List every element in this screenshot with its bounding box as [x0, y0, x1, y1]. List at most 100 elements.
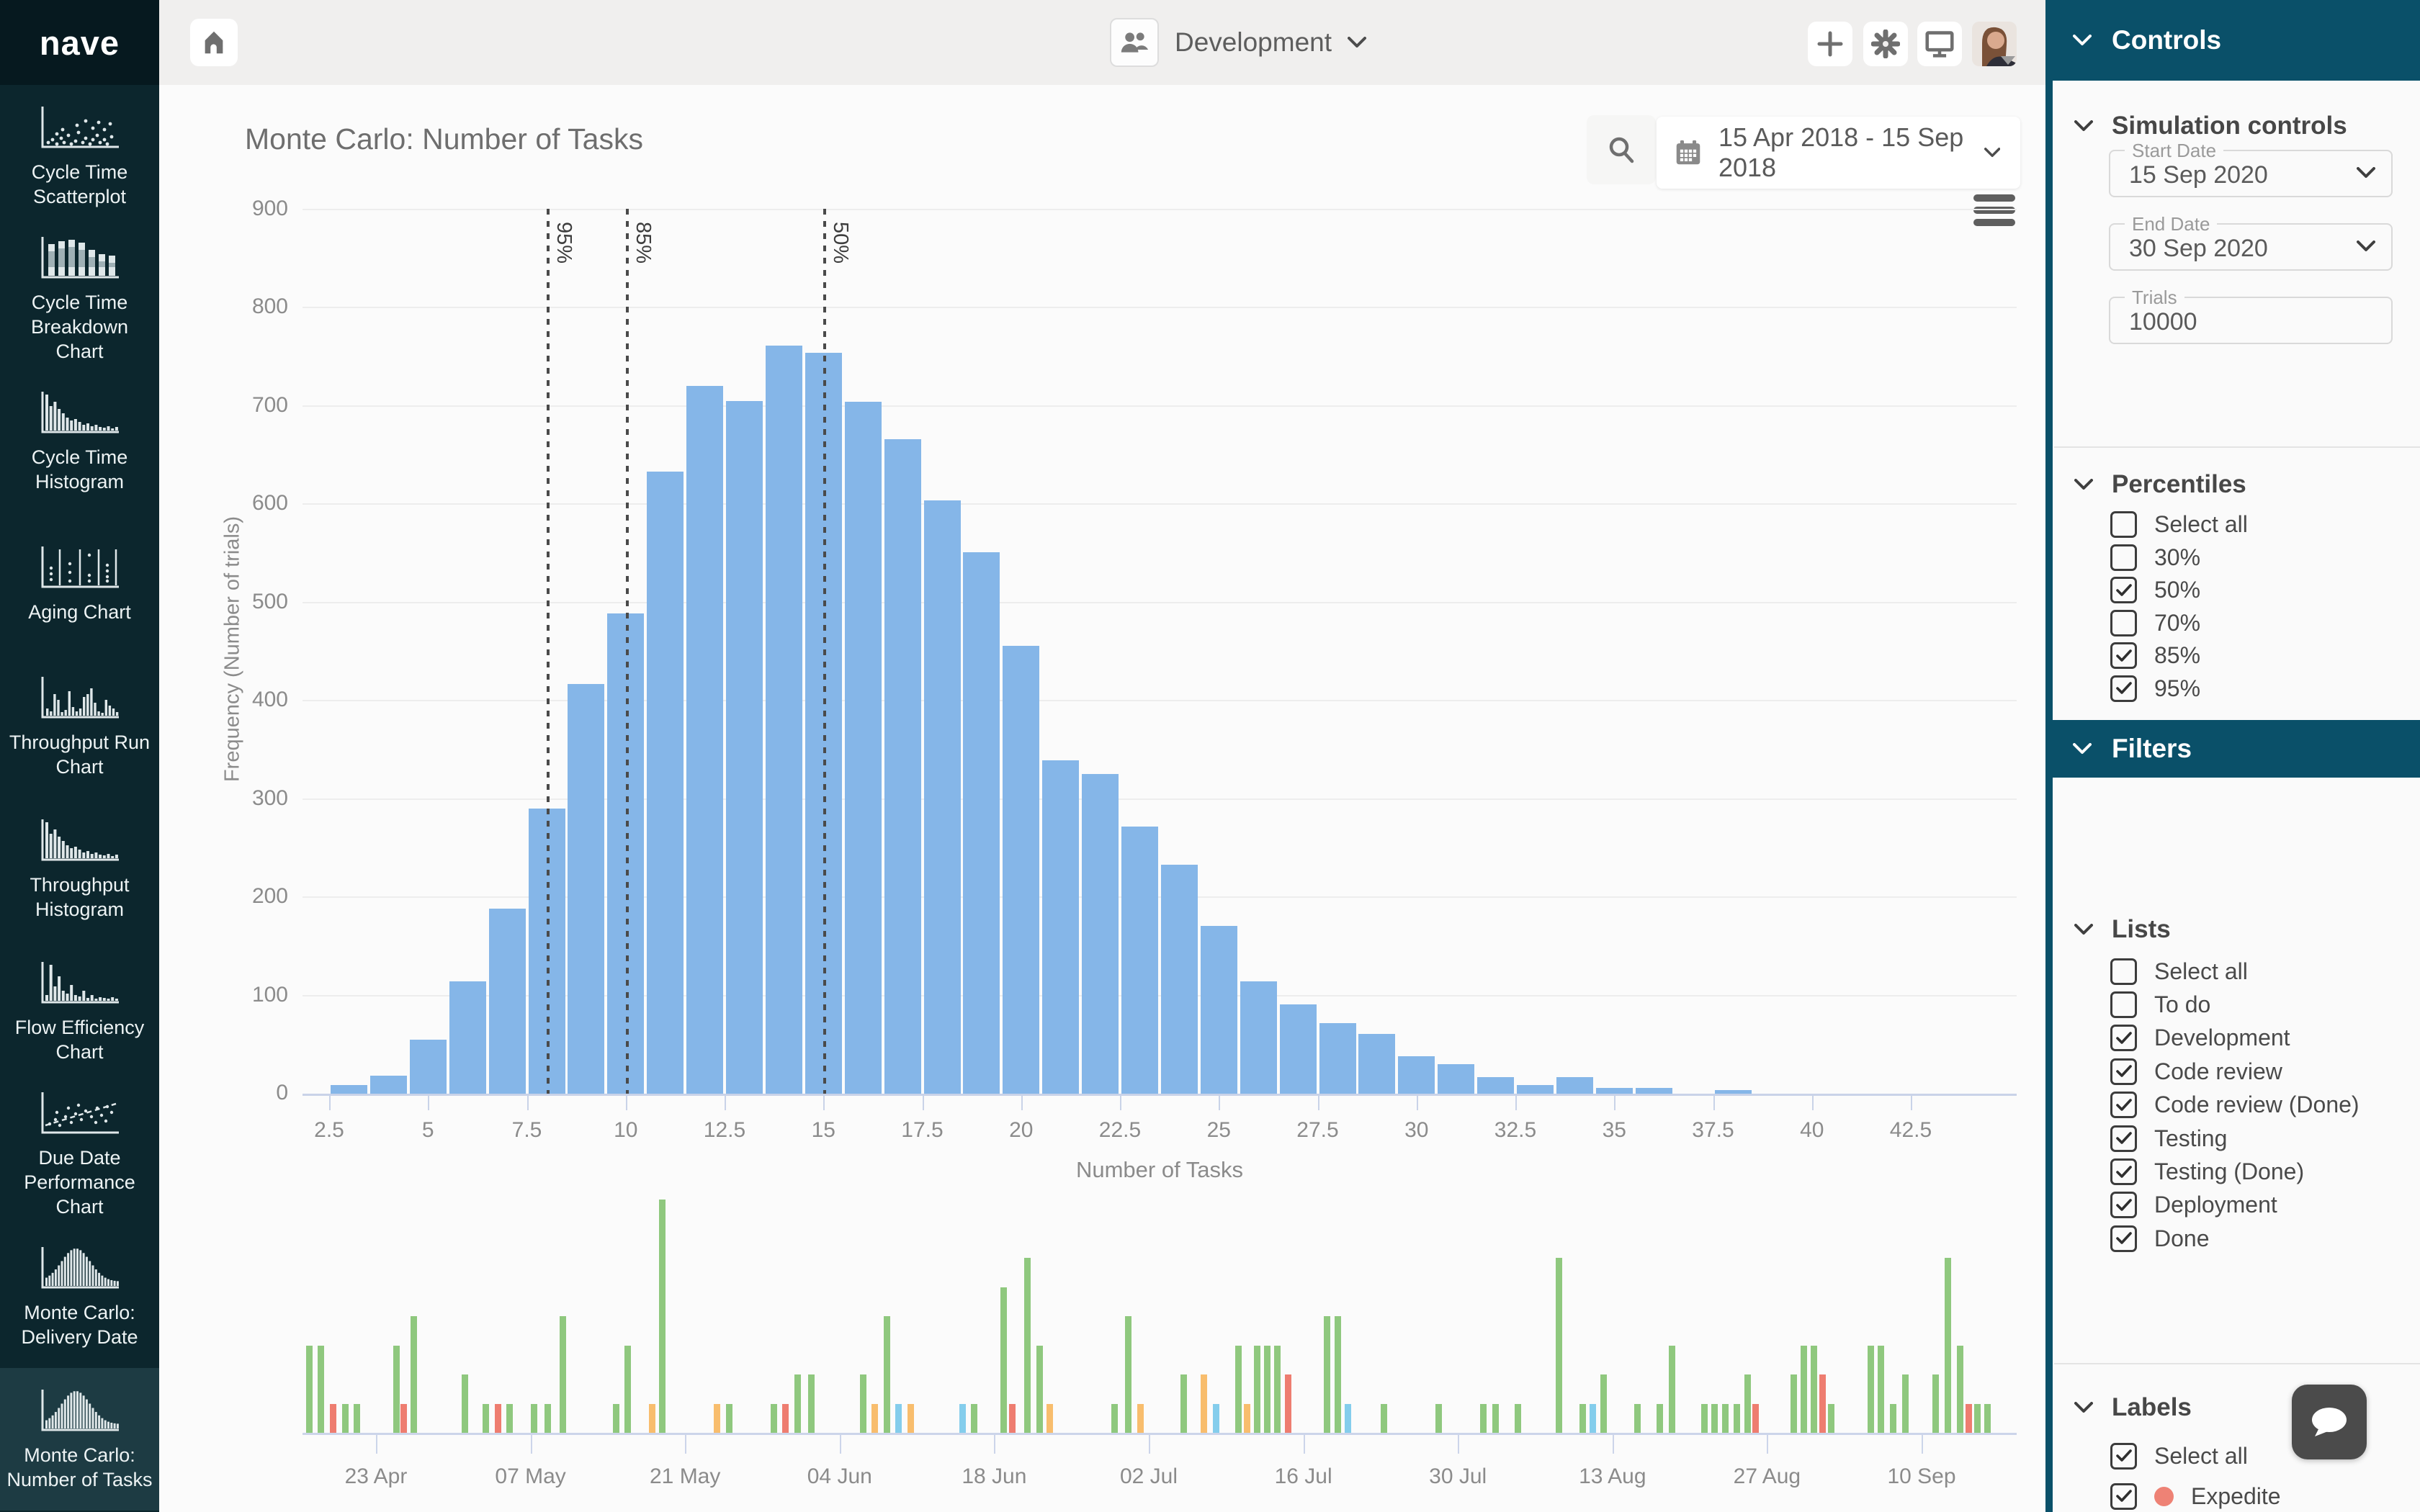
throughput-bar[interactable]: [895, 1403, 902, 1433]
throughput-bar[interactable]: [808, 1374, 815, 1433]
field-end-date[interactable]: End Date 30 Sep 2020: [2109, 213, 2393, 271]
checkbox-row-select-all[interactable]: Select all: [2045, 1436, 2420, 1476]
field-value[interactable]: 30 Sep 2020: [2129, 235, 2268, 262]
sidebar-item-monte-carlo-delivery-date[interactable]: Monte Carlo: Delivery Date: [0, 1225, 159, 1368]
throughput-bar[interactable]: [883, 1316, 890, 1433]
throughput-bar[interactable]: [1600, 1374, 1607, 1433]
sidebar-item-throughput-histogram[interactable]: Throughput Histogram: [0, 798, 159, 940]
throughput-bar[interactable]: [1801, 1345, 1808, 1433]
throughput-bar[interactable]: [1234, 1345, 1242, 1433]
throughput-bar[interactable]: [908, 1403, 915, 1433]
filters-section-header[interactable]: Filters: [2045, 720, 2420, 778]
histogram-bar[interactable]: [568, 683, 605, 1094]
histogram-bar[interactable]: [1438, 1064, 1475, 1094]
throughput-bar[interactable]: [1634, 1403, 1641, 1433]
throughput-bar[interactable]: [1212, 1403, 1219, 1433]
throughput-bar[interactable]: [1752, 1403, 1760, 1433]
histogram-bar[interactable]: [1358, 1033, 1396, 1094]
throughput-bar[interactable]: [770, 1403, 777, 1433]
throughput-bar[interactable]: [1023, 1258, 1031, 1433]
histogram-bar[interactable]: [488, 909, 526, 1094]
throughput-bar[interactable]: [1790, 1374, 1797, 1433]
histogram-bar[interactable]: [1240, 981, 1277, 1094]
throughput-bar[interactable]: [1734, 1403, 1741, 1433]
throughput-bar[interactable]: [318, 1345, 325, 1433]
throughput-bar[interactable]: [1901, 1374, 1909, 1433]
checkbox-row-code-review-done-[interactable]: Code review (Done): [2045, 1089, 2420, 1122]
histogram-bar[interactable]: [449, 981, 486, 1094]
date-range-picker[interactable]: 15 Apr 2018 - 15 Sep 2018: [1657, 117, 2020, 189]
sidebar-item-flow-efficiency-chart[interactable]: Flow Efficiency Chart: [0, 940, 159, 1083]
search-button[interactable]: [1587, 115, 1656, 184]
checkbox[interactable]: [2110, 609, 2137, 636]
checkbox-row-30-[interactable]: 30%: [2045, 541, 2420, 575]
throughput-bar[interactable]: [1480, 1403, 1487, 1433]
throughput-bar[interactable]: [1253, 1345, 1260, 1433]
throughput-bar[interactable]: [530, 1403, 537, 1433]
simulation-controls-header[interactable]: Simulation controls: [2045, 108, 2420, 144]
throughput-bar[interactable]: [494, 1403, 501, 1433]
checkbox[interactable]: [2110, 1442, 2137, 1470]
throughput-bar[interactable]: [1828, 1403, 1835, 1433]
throughput-bar[interactable]: [659, 1200, 666, 1433]
histogram-bar[interactable]: [923, 500, 961, 1094]
histogram-bar[interactable]: [844, 402, 882, 1094]
histogram-bar[interactable]: [369, 1076, 407, 1094]
checkbox-row-testing[interactable]: Testing: [2045, 1122, 2420, 1155]
histogram-bar[interactable]: [686, 386, 724, 1094]
throughput-bar[interactable]: [1111, 1403, 1119, 1433]
throughput-bar[interactable]: [871, 1403, 879, 1433]
throughput-bar[interactable]: [782, 1403, 789, 1433]
checkbox-row-code-review[interactable]: Code review: [2045, 1055, 2420, 1088]
throughput-bar[interactable]: [482, 1403, 489, 1433]
throughput-bar[interactable]: [560, 1316, 566, 1433]
sidebar-item-due-date-performance-chart[interactable]: Due Date Performance Chart: [0, 1083, 159, 1225]
throughput-bar[interactable]: [410, 1316, 417, 1433]
checkbox[interactable]: [2110, 991, 2137, 1019]
throughput-bar[interactable]: [1945, 1258, 1952, 1433]
throughput-bar[interactable]: [1324, 1316, 1331, 1433]
throughput-bar[interactable]: [612, 1403, 619, 1433]
histogram-bar[interactable]: [1477, 1076, 1515, 1094]
settings-button[interactable]: [1863, 22, 1908, 66]
histogram-bar[interactable]: [1398, 1056, 1435, 1094]
throughput-bar[interactable]: [1492, 1403, 1499, 1433]
chevron-down-icon[interactable]: [2357, 167, 2375, 182]
throughput-bar[interactable]: [1744, 1374, 1751, 1433]
throughput-bar[interactable]: [1657, 1403, 1664, 1433]
throughput-bar[interactable]: [1819, 1374, 1827, 1433]
checkbox[interactable]: [2110, 1125, 2137, 1152]
throughput-bar[interactable]: [1867, 1345, 1874, 1433]
throughput-bar[interactable]: [725, 1403, 732, 1433]
checkbox-row-development[interactable]: Development: [2045, 1022, 2420, 1055]
throughput-bar[interactable]: [1984, 1403, 1991, 1433]
chat-button[interactable]: [2292, 1385, 2367, 1459]
histogram-bar[interactable]: [1121, 826, 1158, 1094]
throughput-bar[interactable]: [305, 1345, 313, 1433]
throughput-bar[interactable]: [1243, 1403, 1250, 1433]
checkbox-row-expedite[interactable]: Expedite: [2045, 1476, 2420, 1512]
throughput-bar[interactable]: [1137, 1403, 1144, 1433]
histogram-bar[interactable]: [1160, 864, 1198, 1094]
throughput-bar[interactable]: [1000, 1287, 1007, 1433]
histogram-bar[interactable]: [765, 346, 802, 1094]
throughput-bar[interactable]: [1264, 1345, 1271, 1433]
histogram-bar[interactable]: [1082, 774, 1119, 1094]
add-button[interactable]: [1808, 22, 1852, 66]
throughput-bar[interactable]: [1125, 1316, 1132, 1433]
histogram-bar[interactable]: [1714, 1089, 1752, 1094]
throughput-bar[interactable]: [1274, 1345, 1281, 1433]
throughput-bar[interactable]: [859, 1374, 866, 1433]
throughput-bar[interactable]: [1046, 1403, 1053, 1433]
throughput-bar[interactable]: [400, 1403, 407, 1433]
panel-scrollbar[interactable]: [2045, 81, 2053, 1512]
checkbox-row-50-[interactable]: 50%: [2045, 574, 2420, 607]
checkbox[interactable]: [2110, 544, 2137, 571]
throughput-bar[interactable]: [971, 1403, 978, 1433]
throughput-bar[interactable]: [794, 1374, 802, 1433]
checkbox-row-70-[interactable]: 70%: [2045, 607, 2420, 640]
checkbox[interactable]: [2110, 577, 2137, 604]
display-button[interactable]: [1917, 22, 1962, 66]
throughput-bar[interactable]: [1965, 1403, 1972, 1433]
checkbox-row-deployment[interactable]: Deployment: [2045, 1189, 2420, 1222]
